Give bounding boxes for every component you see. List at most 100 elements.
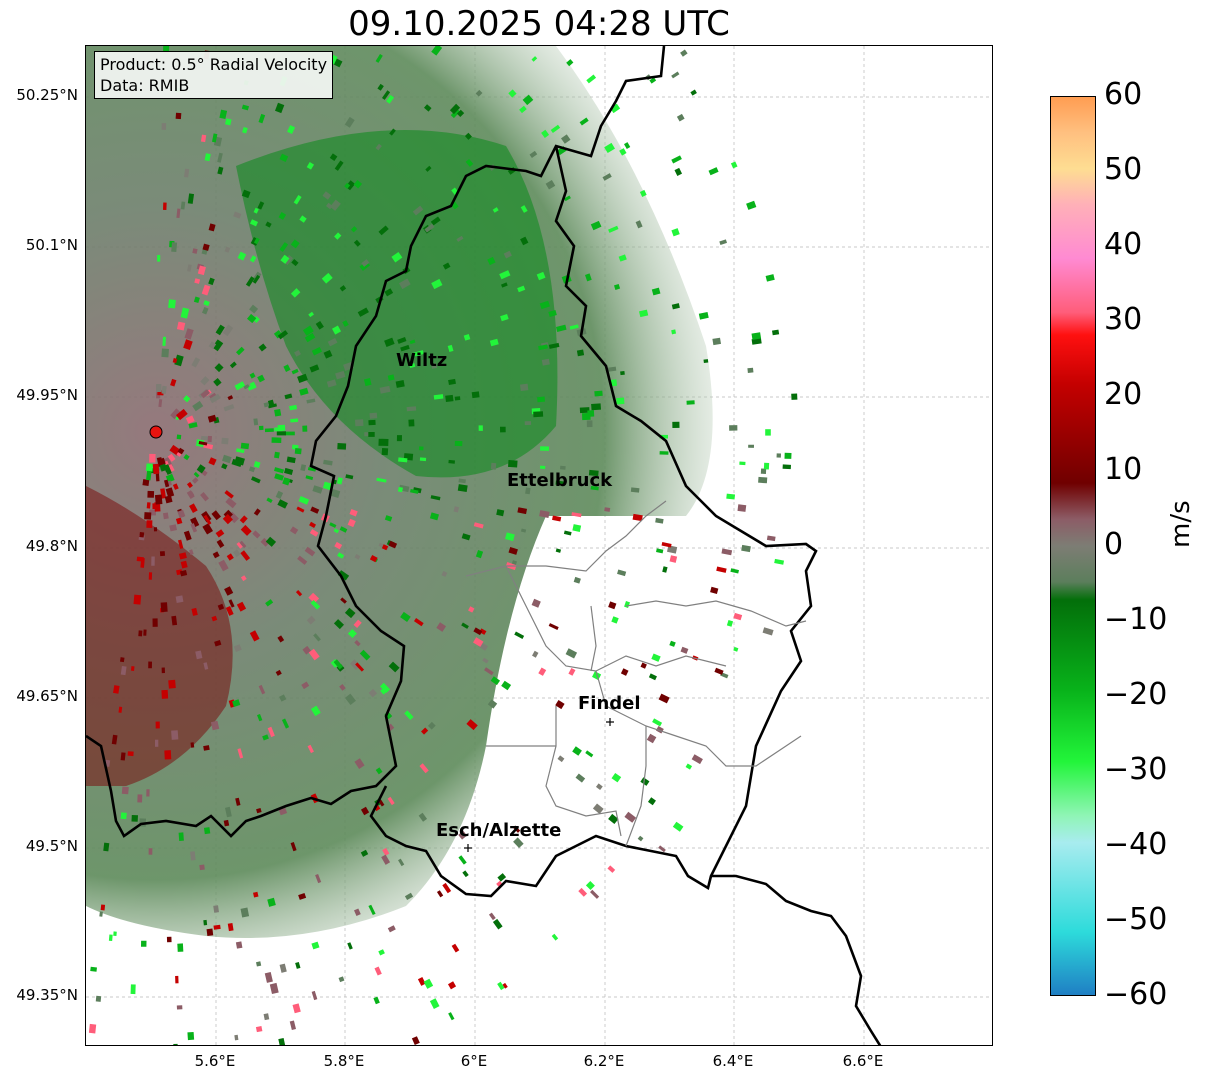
radar-echo-pixel	[658, 845, 666, 853]
radar-echo-pixel	[322, 191, 332, 200]
radar-echo-pixel	[374, 966, 382, 976]
radar-echo-pixel	[369, 412, 378, 419]
radar-echo-pixel	[285, 431, 295, 436]
radar-echo-pixel	[291, 368, 299, 375]
radar-echo-pixel	[164, 495, 173, 504]
radar-echo-pixel	[475, 89, 483, 97]
radar-echo-pixel	[203, 514, 212, 525]
radar-echo-pixel	[453, 506, 460, 513]
radar-echo-pixel	[517, 507, 528, 515]
radar-echo-pixel	[400, 344, 410, 352]
radar-echo-pixel	[243, 384, 250, 390]
radar-echo-pixel	[299, 387, 309, 396]
radar-echo-pixel	[227, 395, 234, 401]
radar-echo-pixel	[421, 727, 429, 735]
radar-echo-pixel	[279, 694, 287, 702]
radar-echo-pixel	[690, 89, 697, 96]
lat-tick: 50.25°N	[16, 86, 78, 104]
city-label-wiltz: Wiltz	[396, 350, 448, 371]
radar-echo-pixel	[256, 807, 262, 814]
radar-echo-pixel	[224, 246, 231, 253]
radar-echo-pixel	[239, 540, 247, 549]
radar-echo-pixel	[594, 390, 603, 397]
radar-echo-pixel	[255, 1026, 263, 1033]
radar-echo-pixel	[323, 349, 333, 359]
radar-echo-pixel	[646, 733, 657, 744]
radar-map[interactable]	[85, 45, 993, 1046]
radar-echo-pixel	[223, 404, 235, 412]
radar-echo-pixel	[146, 502, 151, 509]
radar-echo-pixel	[159, 551, 166, 557]
radar-echo-pixel	[139, 531, 145, 538]
radar-echo-pixel	[659, 434, 668, 439]
radar-echo-pixel	[225, 606, 234, 616]
radar-echo-pixel	[350, 226, 358, 233]
radar-echo-pixel	[176, 1005, 183, 1010]
radar-echo-pixel	[309, 529, 319, 537]
radar-echo-pixel	[142, 479, 150, 486]
radar-echo-pixel	[215, 324, 225, 336]
radar-echo-pixel	[138, 630, 143, 637]
radar-echo-pixel	[737, 504, 747, 512]
radar-echo-pixel	[259, 425, 264, 431]
radar-echo-pixel	[652, 718, 663, 727]
radar-echo-pixel	[263, 402, 270, 408]
radar-echo-pixel	[468, 606, 475, 613]
radar-echo-pixel	[323, 459, 333, 466]
radar-echo-pixel	[386, 94, 395, 104]
radar-echo-pixel	[184, 168, 190, 178]
radar-echo-pixel	[406, 406, 417, 412]
radar-echo-pixel	[311, 941, 320, 950]
radar-echo-pixel	[255, 961, 262, 967]
radar-echo-pixel	[172, 358, 178, 364]
radar-echo-pixel	[326, 202, 333, 210]
radar-echo-pixel	[672, 821, 684, 832]
radar-echo-pixel	[413, 350, 424, 357]
radar-echo-pixel	[171, 730, 179, 740]
radar-echo-pixel	[590, 485, 599, 491]
radar-echo-pixel	[333, 619, 344, 630]
radar-echo-pixel	[591, 403, 602, 411]
radar-echo-pixel	[712, 337, 721, 346]
radar-echo-pixel	[344, 116, 355, 128]
radar-echo-pixel	[299, 215, 307, 223]
lat-tick: 49.35°N	[16, 986, 78, 1004]
radar-echo-pixel	[203, 300, 210, 307]
radar-echo-pixel	[227, 923, 234, 932]
radar-echo-pixel	[539, 465, 546, 470]
radar-echo-pixel	[497, 873, 507, 882]
radar-echo-pixel	[478, 425, 483, 431]
radar-echo-pixel	[540, 446, 550, 451]
radar-echo-pixel	[726, 620, 734, 627]
radar-echo-pixel	[353, 239, 361, 247]
radar-echo-pixel	[213, 924, 221, 930]
radar-echo-pixel	[456, 109, 465, 117]
radar-echo-pixel	[436, 890, 444, 898]
radar-echo-pixel	[219, 109, 228, 119]
radar-echo-pixel	[659, 451, 669, 455]
radar-echo-pixel	[240, 442, 250, 450]
radar-echo-pixel	[164, 479, 170, 488]
radar-echo-pixel	[617, 569, 627, 577]
radar-echo-pixel	[378, 949, 385, 956]
radar-echo-pixel	[291, 259, 299, 267]
radar-echo-pixel	[552, 515, 562, 522]
radar-echo-pixel	[140, 940, 147, 947]
radar-echo-pixel	[496, 509, 505, 517]
radar-echo-pixel	[391, 251, 403, 263]
radar-echo-pixel	[304, 332, 316, 343]
radar-echo-pixel	[671, 228, 680, 237]
product-info-box: Product: 0.5° Radial Velocity Data: RMIB	[94, 51, 334, 99]
radar-echo-pixel	[427, 721, 436, 730]
radar-echo-pixel	[337, 552, 345, 559]
radar-echo-pixel	[333, 528, 340, 534]
radar-echo-pixel	[608, 813, 619, 825]
radar-echo-pixel	[177, 539, 184, 549]
radar-echo-pixel	[170, 378, 177, 387]
radar-echo-pixel	[264, 972, 273, 983]
radar-echo-pixel	[671, 71, 680, 79]
radar-echo-pixel	[108, 934, 113, 941]
radar-echo-pixel	[344, 607, 356, 619]
radar-echo-pixel	[381, 448, 389, 456]
radar-echo-pixel	[170, 408, 181, 420]
